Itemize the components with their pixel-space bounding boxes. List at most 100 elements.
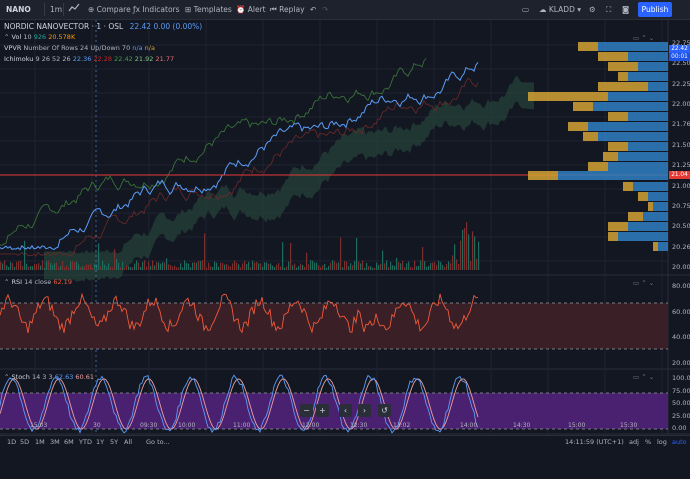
replay-button[interactable]: ⏮ Replay (270, 2, 305, 17)
volume-bar (374, 267, 376, 270)
vpvr-bar-down (608, 232, 618, 241)
layout-menu-button[interactable]: ☁ KLADD ▾ (539, 2, 581, 17)
volume-bar (158, 262, 160, 270)
vpvr-bar-down (608, 62, 638, 71)
vpvr-bar-down (608, 222, 628, 231)
toolbar-divider (63, 3, 64, 16)
volume-bar (310, 260, 312, 270)
pane-controls[interactable]: ▭ ⌃ ⌄ (633, 373, 655, 381)
volume-bar (22, 266, 24, 270)
vpvr-legend[interactable]: VPVR Number Of Rows 24 Up/Down 70 n/a n/… (4, 44, 155, 52)
volume-bar (418, 265, 420, 270)
price-tick: 20.26 (672, 242, 690, 251)
stoch-tick: 25.00 (672, 411, 690, 420)
vpvr-bar-up (628, 142, 668, 151)
vpvr-bar-down (573, 102, 593, 111)
templates-button[interactable]: ⊞ Templates (185, 2, 232, 17)
auto-toggle[interactable]: auto (672, 438, 687, 446)
pane-controls[interactable]: ▭ ⌃ ⌄ (633, 279, 655, 287)
volume-bar (398, 262, 400, 270)
volume-bar (472, 231, 474, 270)
compare-button[interactable]: ⊕ Compare (88, 2, 131, 17)
volume-bar (130, 267, 132, 270)
timeframe-button[interactable]: 1D (7, 438, 17, 446)
ichimoku-span-b: 21.77 (155, 55, 175, 63)
settings-icon[interactable]: ⚙ (589, 5, 596, 14)
scroll-right-button[interactable]: › (358, 404, 371, 417)
log-toggle[interactable]: log (657, 438, 667, 446)
chart-style-icon[interactable] (68, 2, 80, 17)
goto-button[interactable]: Go to... (146, 438, 170, 446)
stoch-k-line (0, 374, 479, 434)
vpvr-bar-down (598, 52, 628, 61)
redo-icon[interactable]: ↷ (322, 5, 329, 14)
volume-bar (470, 261, 472, 270)
stoch-d-value: 60.61 (75, 373, 95, 381)
percent-toggle[interactable]: % (645, 438, 652, 446)
timeframe-button[interactable]: 5D (20, 438, 30, 446)
volume-bar (116, 258, 118, 270)
volume-bar (20, 260, 22, 270)
volume-bar (358, 261, 360, 270)
volume-bar (402, 260, 404, 270)
volume-bar (380, 263, 382, 270)
timeframe-button[interactable]: All (124, 438, 133, 446)
timeframe-button[interactable]: YTD (79, 438, 92, 446)
scroll-left-button[interactable]: ‹ (339, 404, 352, 417)
timeframe-button[interactable]: 1Y (96, 438, 105, 446)
volume-bar (414, 260, 416, 270)
volume-bar (260, 263, 262, 270)
volume-bar (294, 263, 296, 270)
collapse-icon[interactable]: ⌃ (4, 373, 10, 381)
volume-bar (214, 261, 216, 270)
volume-bar (328, 266, 330, 270)
layout-grid-icon[interactable]: ▭ (522, 5, 530, 14)
timeframe-button[interactable]: 1M (35, 438, 45, 446)
adj-toggle[interactable]: adj (629, 438, 639, 446)
vol-legend[interactable]: ⌃ Vol 10 926 20.578K (4, 33, 75, 41)
collapse-icon[interactable]: ⌃ (4, 33, 10, 41)
volume-bar (240, 267, 242, 270)
interval-button[interactable]: 1m (50, 5, 63, 14)
stoch-legend[interactable]: ⌃ Stoch 14 3 3 62.63 60.61 (4, 373, 94, 381)
camera-icon[interactable]: ◙ (622, 5, 630, 14)
volume-bar (86, 264, 88, 270)
undo-icon[interactable]: ↶ (310, 5, 317, 14)
zoom-in-button[interactable]: + (316, 404, 329, 417)
pane-controls[interactable]: ▭ ⌃ ⌄ (633, 34, 655, 42)
volume-bar (268, 263, 270, 270)
volume-bar (244, 260, 246, 270)
timeframe-button[interactable]: 6M (64, 438, 74, 446)
timeframe-button[interactable]: 5Y (110, 438, 119, 446)
volume-bar (400, 263, 402, 270)
volume-bar (188, 263, 190, 270)
rsi-legend[interactable]: ⌃ RSI 14 close 62.19 (4, 278, 72, 286)
vpvr-bar-up (643, 212, 668, 221)
collapse-icon[interactable]: ⌃ (4, 278, 10, 286)
volume-bar (212, 267, 214, 270)
reset-chart-button[interactable]: ↺ (378, 404, 391, 417)
ichimoku-legend[interactable]: Ichimoku 9 26 52 26 22.36 22.28 22.42 21… (4, 55, 174, 63)
volume-bar (388, 267, 390, 270)
volume-bar (72, 260, 74, 270)
alert-button[interactable]: ⏰ Alert (236, 2, 266, 17)
vpvr-bar-down (618, 72, 628, 81)
volume-bar (408, 261, 410, 270)
timeframe-button[interactable]: 3M (50, 438, 60, 446)
volume-bar (356, 237, 358, 270)
rsi-line (0, 292, 479, 334)
clock[interactable]: 14:11:59 (UTC+1) (565, 438, 624, 446)
symbol-search[interactable]: NANO (6, 5, 31, 14)
volume-bar (354, 261, 356, 270)
volume-bar (156, 261, 158, 270)
zoom-out-button[interactable]: − (300, 404, 313, 417)
publish-button[interactable]: Publish (638, 2, 672, 17)
fullscreen-icon[interactable]: ⛶ (606, 5, 612, 14)
volume-bar (306, 252, 308, 270)
volume-bar (386, 260, 388, 270)
rsi-value: 62.19 (53, 278, 72, 286)
volume-bar (74, 262, 76, 270)
indicators-button[interactable]: ƒx Indicators (133, 2, 180, 17)
volume-bar (346, 261, 348, 270)
